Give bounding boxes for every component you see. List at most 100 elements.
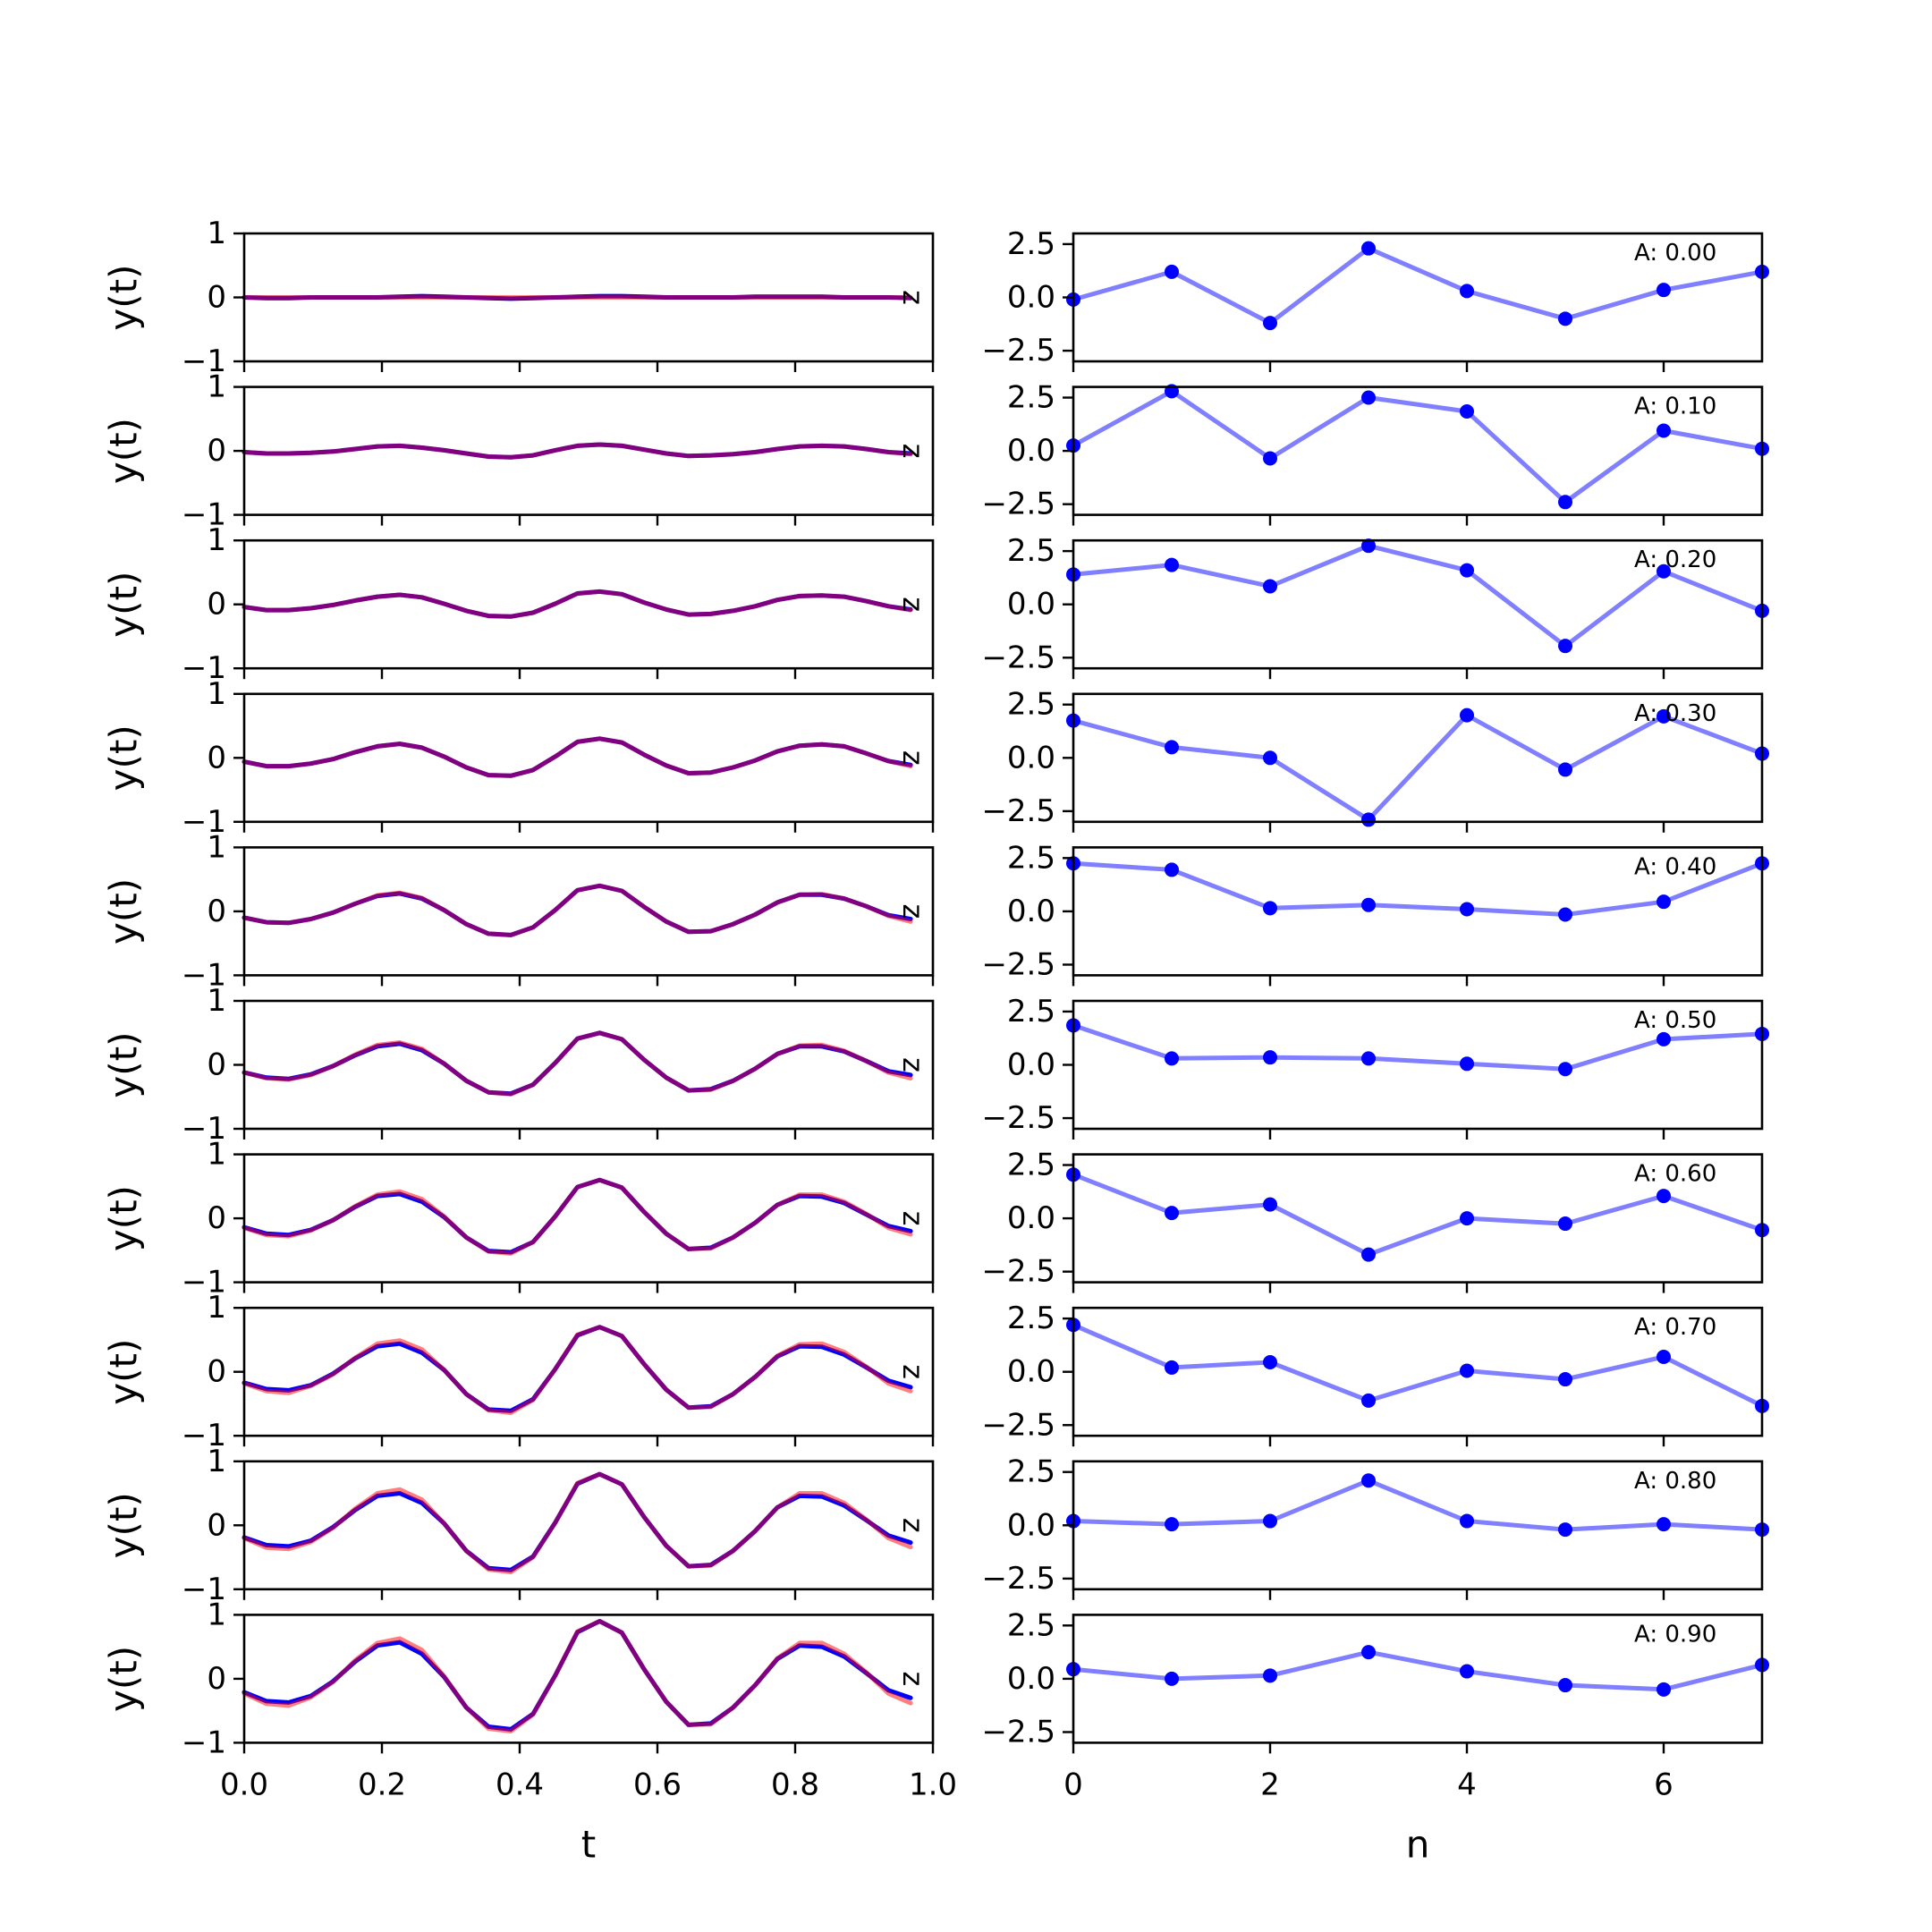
sequence-point — [1558, 495, 1572, 510]
amplitude-annotation: A: 0.70 — [1634, 1314, 1716, 1341]
signal-panel: z −1 0 1 y(t) — [102, 1137, 935, 1301]
y-tick-label: 2.5 — [1007, 226, 1055, 262]
y-tick-label: 1 — [207, 1290, 226, 1326]
sequence-panel: A: 0.60 −2.5 0.0 2.5 — [981, 1148, 1769, 1293]
sequence-data — [1066, 384, 1769, 510]
y-axis-label: y(t) — [102, 1339, 146, 1405]
sequence-data — [1066, 538, 1769, 654]
x-tick-label: 0.4 — [496, 1767, 544, 1802]
sequence-point — [1165, 1206, 1179, 1221]
y-tick-label: 0 — [207, 1200, 226, 1236]
y-axis-label: y(t) — [102, 724, 146, 791]
sequence-point — [1165, 1517, 1179, 1532]
amplitude-annotation: A: 0.90 — [1634, 1621, 1716, 1648]
sequence-panel: A: 0.30 −2.5 0.0 2.5 — [981, 687, 1769, 833]
series-label: z — [896, 1518, 930, 1533]
sequence-panel: A: 0.40 −2.5 0.0 2.5 — [981, 840, 1769, 987]
sequence-point — [1361, 812, 1376, 827]
x-tick-label: 2 — [1260, 1767, 1280, 1802]
y-tick-label: 0.0 — [1007, 280, 1055, 316]
y-tick-label: 1 — [207, 676, 226, 712]
amplitude-annotation: A: 0.80 — [1634, 1468, 1716, 1495]
sequence-point — [1558, 1522, 1572, 1538]
amplitude-annotation: A: 0.00 — [1634, 240, 1716, 267]
x-axis-label: t — [581, 1822, 596, 1866]
sequence-point — [1361, 1645, 1376, 1660]
sequence-panel: A: 0.80 −2.5 0.0 2.5 — [981, 1454, 1769, 1600]
sequence-point — [1558, 762, 1572, 777]
sequence-point — [1263, 901, 1277, 916]
amplitude-annotation: A: 0.50 — [1634, 1007, 1716, 1034]
y-tick-label: 2.5 — [1007, 380, 1055, 416]
y-tick-label: 1 — [207, 1137, 226, 1173]
x-tick-label: 0.6 — [633, 1767, 682, 1802]
y-tick-label: −1 — [182, 957, 226, 993]
signal-panel: z −1 0 1 y(t) — [102, 216, 935, 379]
y-tick-label: 0 — [207, 894, 226, 929]
sequence-point — [1558, 907, 1572, 922]
sequence-point — [1165, 740, 1179, 755]
sequence-data — [1066, 1167, 1769, 1262]
y-tick-label: −1 — [182, 804, 226, 840]
y-axis-label: y(t) — [102, 1031, 146, 1097]
sequence-point — [1460, 902, 1474, 917]
y-tick-label: −1 — [182, 497, 226, 533]
signal-line-red — [242, 1030, 913, 1097]
series-label: z — [896, 904, 930, 919]
y-tick-label: 0.0 — [1007, 1200, 1055, 1236]
y-tick-label: 2.5 — [1007, 533, 1055, 569]
sequence-point — [1361, 1393, 1376, 1408]
signal-line-red — [242, 883, 913, 937]
y-tick-label: 0.0 — [1007, 1507, 1055, 1543]
y-axis-label: y(t) — [102, 878, 146, 945]
y-tick-label: 2.5 — [1007, 1148, 1055, 1183]
sequence-point — [1460, 563, 1474, 578]
sequence-line — [1072, 543, 1763, 648]
sequence-point — [1361, 1247, 1376, 1262]
y-tick-label: 0 — [207, 587, 226, 623]
sequence-point — [1263, 1050, 1277, 1065]
sequence-point — [1657, 423, 1671, 438]
sequence-line — [1072, 1323, 1764, 1409]
y-tick-label: −1 — [182, 1418, 226, 1453]
sequence-point — [1460, 1056, 1474, 1072]
signal-panel: z −1 0 1 y(t) — [102, 829, 935, 993]
signal-panel: z −1 0 1 y(t) — [102, 522, 935, 686]
sequence-point — [1263, 1668, 1277, 1683]
sequence-point — [1558, 1372, 1572, 1387]
y-tick-label: −2.5 — [981, 640, 1055, 675]
sequence-point — [1263, 1354, 1277, 1369]
sequence-point — [1460, 1211, 1474, 1226]
sequence-point — [1460, 708, 1474, 723]
sequence-point — [1361, 897, 1376, 912]
y-tick-label: 0.0 — [1007, 1354, 1055, 1390]
signal-panel: z −1 0 1 y(t) — [102, 1290, 935, 1453]
sequence-point — [1165, 1671, 1179, 1686]
sequence-line — [1072, 713, 1763, 822]
sequence-point — [1165, 1051, 1179, 1066]
signal-panel: z −1 0 1 y(t) — [102, 369, 935, 533]
y-tick-label: 0 — [207, 280, 226, 316]
sequence-point — [1263, 579, 1277, 594]
y-tick-label: −2.5 — [981, 1714, 1055, 1750]
right-column: A: 0.00−2.50.02.5A: 0.10−2.50.02.5A: 0.2… — [981, 226, 1769, 1866]
y-tick-label: −1 — [182, 1111, 226, 1147]
y-tick-label: −2.5 — [981, 1100, 1055, 1136]
sequence-point — [1558, 311, 1572, 326]
y-tick-label: 0 — [207, 740, 226, 775]
x-tick-label: 4 — [1457, 1767, 1477, 1802]
sequence-point — [1657, 894, 1671, 910]
amplitude-annotation: A: 0.40 — [1634, 853, 1716, 880]
y-tick-label: 0 — [207, 1507, 226, 1543]
signal-line-red — [242, 1619, 913, 1733]
x-tick-label: 6 — [1654, 1767, 1674, 1802]
sequence-point — [1558, 1216, 1572, 1232]
y-tick-label: 0.0 — [1007, 1661, 1055, 1697]
sequence-panel: A: 0.10 −2.5 0.0 2.5 — [981, 380, 1769, 526]
sequence-point — [1460, 404, 1474, 419]
y-tick-label: 2.5 — [1007, 1301, 1055, 1336]
y-tick-label: −1 — [182, 1724, 226, 1760]
x-tick-label: 0.0 — [220, 1767, 268, 1802]
